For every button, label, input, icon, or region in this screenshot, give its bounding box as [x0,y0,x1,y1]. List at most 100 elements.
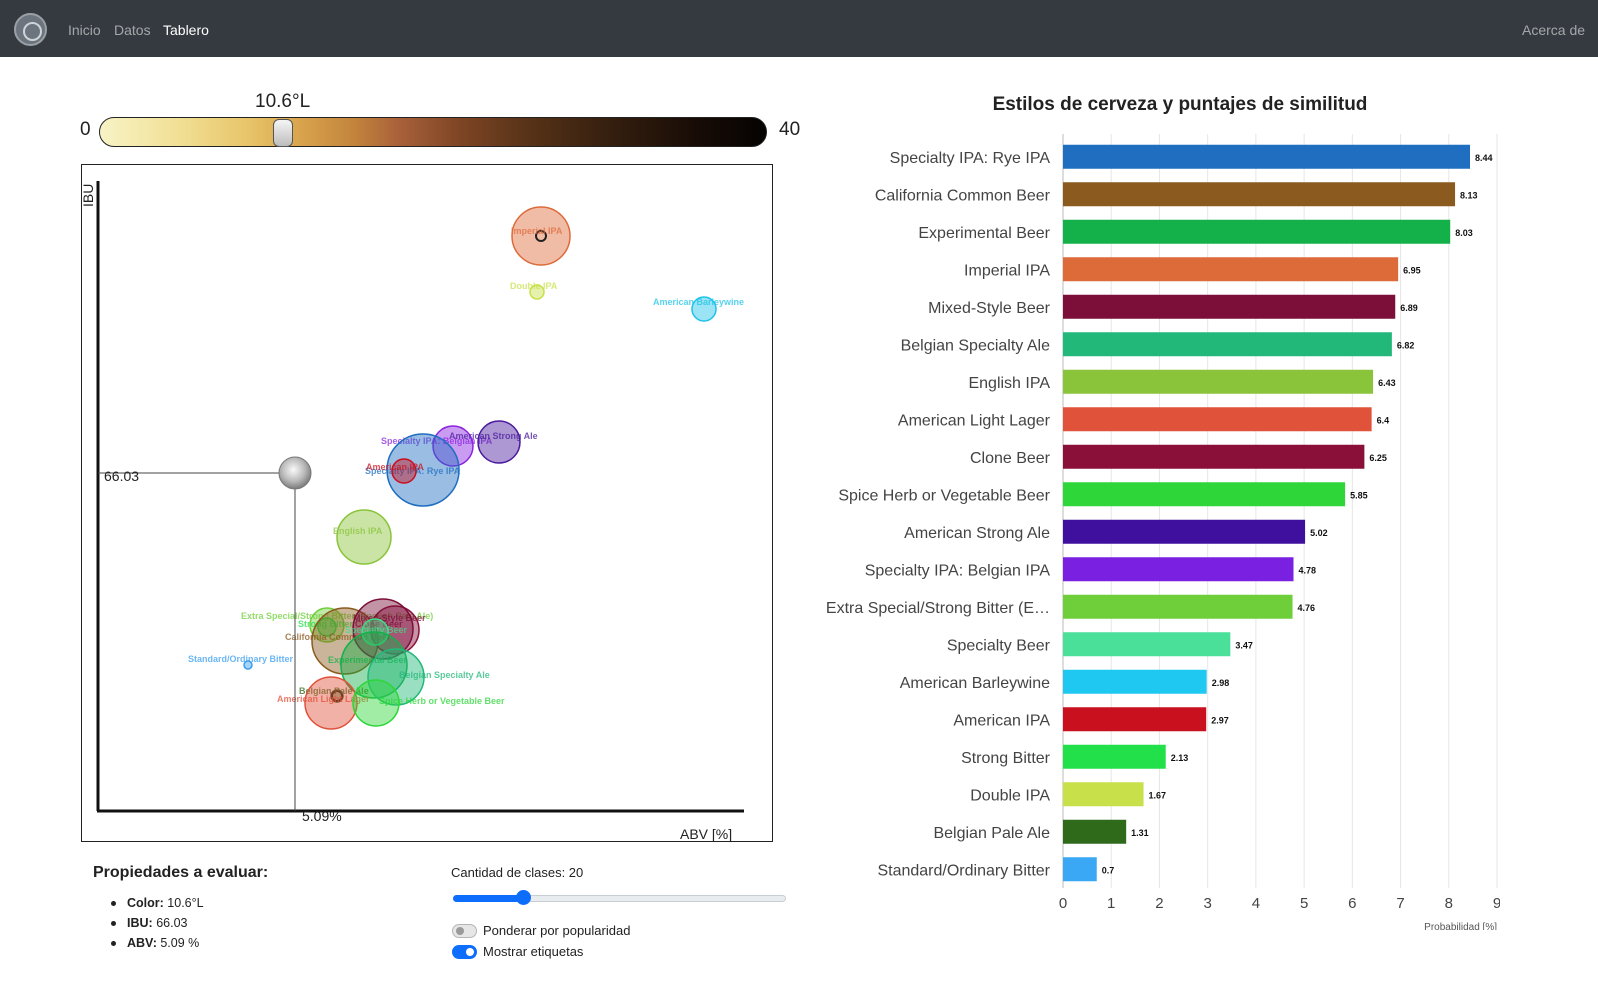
bar-value-label: 2.13 [1171,753,1189,763]
beer-style-bubble-label: Specialty IPA: Belgian IPA [381,436,493,446]
beer-style-bubble[interactable] [691,296,717,322]
bar[interactable] [1063,369,1374,394]
bar-x-tick-label: 2 [1155,895,1163,912]
bar[interactable] [1063,594,1293,619]
toggle-knob [456,927,464,935]
beer-style-bubble-label: Belgian Pale Ale [299,686,369,696]
bar-value-label: 4.76 [1298,603,1316,613]
bar-x-tick-label: 7 [1396,895,1404,912]
bar-value-label: 6.43 [1378,378,1396,388]
ibu-guide-label: 66.03 [104,468,140,484]
bar-category-label: California Common Beer [875,187,1051,204]
bar-value-label: 8.44 [1475,153,1493,163]
beer-style-bubble[interactable] [340,631,408,699]
bar-category-label: Double IPA [970,787,1050,804]
bar-category-label: Mixed-Style Beer [928,300,1050,317]
beer-style-bubble-label: Mixed-Style Beer [353,613,426,623]
bar[interactable] [1063,819,1127,844]
bar[interactable] [1063,294,1396,319]
bar-value-label: 5.02 [1310,528,1328,538]
nav-link-acerca-de[interactable]: Acerca de [1522,22,1586,38]
bar-category-label: American Light Lager [898,412,1051,429]
bar-x-tick-label: 9 [1493,895,1500,912]
show-labels-toggle-label: Mostrar etiquetas [483,944,584,959]
color-slider-min: 0 [80,119,91,140]
bar[interactable] [1063,407,1372,432]
beer-style-bubble-label: Clone Beer [355,619,403,629]
scatter-x-label: ABV [%] [680,826,733,842]
beer-style-bubble[interactable] [391,458,417,484]
bar-category-label: Imperial IPA [964,262,1050,279]
beer-style-bubble[interactable] [352,679,400,727]
color-slider-value: 10.6°L [255,91,311,112]
bar[interactable] [1063,219,1451,244]
beer-style-bubble[interactable] [317,617,337,637]
beer-style-bubble[interactable] [529,284,545,300]
bar[interactable] [1063,519,1306,544]
bar[interactable] [1063,557,1294,582]
bar-category-label: Extra Special/Strong Bitter (E… [826,600,1050,617]
beer-style-bubble-label: Specialty IPA: Rye IPA [365,466,461,476]
bar[interactable] [1063,857,1097,882]
bar-category-label: American Strong Ale [904,525,1050,542]
bar[interactable] [1063,444,1365,469]
bar[interactable] [1063,632,1231,657]
nav-link-datos[interactable]: Datos [114,22,151,38]
bubble-center-marker [535,230,547,242]
bar-x-tick-label: 1 [1107,895,1115,912]
color-slider-thumb[interactable] [272,119,293,147]
beer-style-bubble-label: American Barleywine [653,297,744,307]
bubble-scatter-svg: Imperial IPA Double IPA American Barleywin… [96,181,744,813]
show-labels-toggle[interactable] [452,945,477,959]
properties-list: Color: 10.6°L IBU: 66.03 ABV: 5.09 % [107,893,204,953]
bar[interactable] [1063,482,1346,507]
beer-style-bubble-label: Belgian Specialty Ale [399,670,490,680]
bar[interactable] [1063,782,1144,807]
beer-style-bubble[interactable] [386,433,460,507]
bar-category-label: Specialty IPA: Belgian IPA [865,562,1051,579]
bar-category-label: Clone Beer [970,450,1051,467]
beer-style-bubble-label: Spice Herb or Vegetable Beer [379,696,505,706]
bar-value-label: 6.82 [1397,340,1415,350]
beer-style-bubble[interactable] [309,607,345,643]
beer-style-bubble[interactable] [511,206,571,266]
bubble-scatter-plot[interactable]: Imperial IPA Double IPA American Barleywin… [81,164,773,842]
property-color: Color: 10.6°L [107,893,204,913]
beer-style-bubble[interactable] [477,420,521,464]
nav-link-inicio[interactable]: Inicio [68,22,101,38]
bar[interactable] [1063,144,1470,169]
beer-style-bubble[interactable] [432,425,474,467]
bar-category-label: Strong Bitter [961,750,1051,767]
beer-style-bubble-label: Extra Special/Strong Bitter (English Pal… [241,611,433,621]
bar[interactable] [1063,182,1456,207]
bar-x-tick-label: 4 [1252,895,1260,912]
bar-value-label: 0.7 [1102,865,1115,875]
classes-slider-thumb[interactable] [516,890,531,905]
nav-link-tablero[interactable]: Tablero [163,22,209,38]
color-slider-max: 40 [779,119,801,140]
bar-category-label: Experimental Beer [918,225,1050,242]
beer-style-bubble-label: Double IPA [510,281,558,291]
beer-style-bubble[interactable] [311,607,379,675]
beer-style-bubble[interactable] [352,598,414,660]
beer-style-bubble[interactable] [367,648,425,706]
abv-guide-label: 5.09% [302,808,342,824]
bar-x-tick-label: 8 [1445,895,1453,912]
bar[interactable] [1063,707,1207,732]
bar-value-label: 2.98 [1212,678,1230,688]
popularity-toggle[interactable] [452,924,477,938]
logo-icon[interactable] [14,13,47,46]
property-abv: ABV: 5.09 % [107,933,204,953]
color-slider-track[interactable] [99,117,767,147]
beer-style-bubble[interactable] [304,676,358,730]
evaluated-point-marker[interactable] [278,456,312,490]
bar[interactable] [1063,669,1207,694]
beer-style-bubble[interactable] [336,509,392,565]
beer-style-bubble-label: Standard/Ordinary Bitter [188,654,294,664]
properties-title: Propiedades a evaluar: [93,864,269,881]
bar[interactable] [1063,332,1392,357]
bar[interactable] [1063,744,1166,769]
beer-style-bubble[interactable] [243,660,253,670]
beer-style-bubble-label: English IPA [333,526,383,536]
bar[interactable] [1063,257,1399,282]
